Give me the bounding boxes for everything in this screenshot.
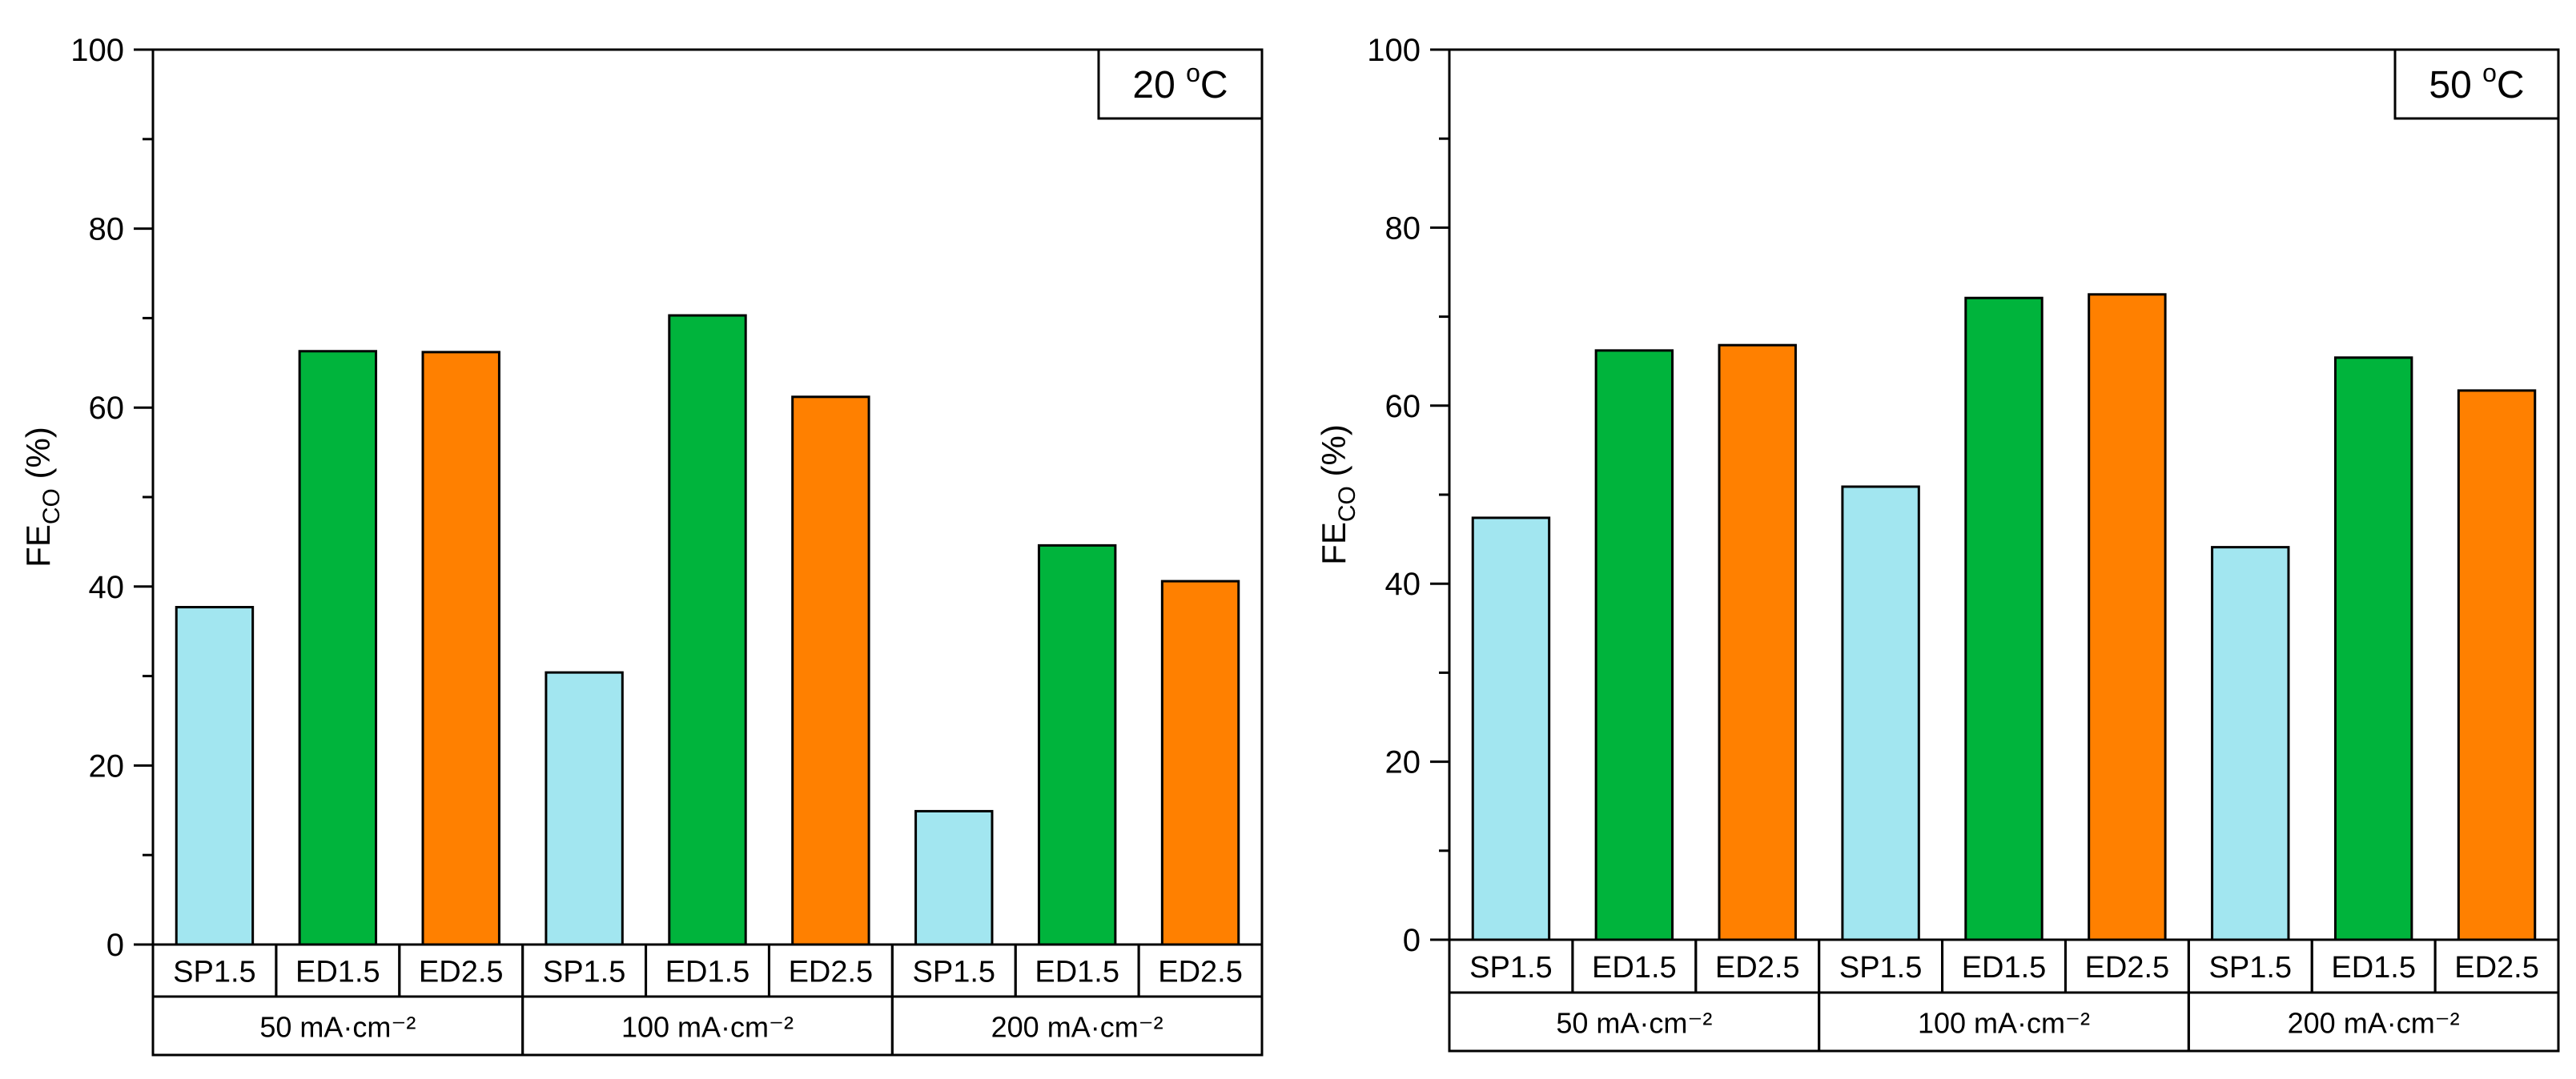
- bar-sp1-5: [1471, 516, 1551, 941]
- temperature-label-box: [1097, 48, 1264, 120]
- bar-sp1-5: [545, 671, 624, 946]
- group-cell: [890, 995, 1264, 1057]
- chart-panel-2: 0 20 40 60 80 100 FECO (%) 50 oC SP1.5 ED1.5 ED2.5…: [1315, 33, 2560, 1053]
- y-axis-label-subscript: CO: [1334, 486, 1360, 522]
- y-axis-label-subscript: CO: [38, 488, 65, 524]
- temperature-label: 20 oC: [1132, 58, 1228, 106]
- y-tick-label: 20: [89, 748, 125, 784]
- group-label: 100 mA·cm⁻²: [1918, 1007, 2090, 1040]
- category-label: ED1.5: [1962, 951, 2047, 985]
- temperature-unit: C: [2497, 64, 2525, 106]
- bar-ed1-5: [1037, 544, 1117, 946]
- group-label: 200 mA·cm⁻²: [2288, 1007, 2460, 1040]
- category-label: SP1.5: [1839, 951, 1923, 985]
- y-axis-label-suffix: (%): [1315, 424, 1352, 486]
- temperature-unit: C: [1200, 64, 1228, 106]
- bar-ed1-5: [2333, 356, 2413, 941]
- degree-sign: o: [2482, 58, 2497, 87]
- group-label: 50 mA·cm⁻²: [259, 1011, 416, 1044]
- category-label: ED2.5: [1715, 951, 1800, 985]
- category-label: SP1.5: [913, 956, 996, 989]
- bar-sp1-5: [1841, 485, 1920, 941]
- y-tick-label: 60: [89, 391, 125, 426]
- category-label: ED2.5: [419, 956, 504, 989]
- bar-ed1-5: [298, 350, 378, 946]
- group-label: 50 mA·cm⁻²: [1556, 1007, 1712, 1040]
- chart-panel-1: 0 20 40 60 80 100 FECO (%) 20 oC SP1.5 ED1.5 ED2.5…: [19, 33, 1264, 1057]
- temperature-value: 50: [2429, 64, 2482, 106]
- category-label: ED1.5: [665, 956, 750, 989]
- y-axis-label-base: FE: [1315, 522, 1352, 565]
- group-cell: [2187, 991, 2560, 1053]
- group-label: 200 mA·cm⁻²: [991, 1011, 1163, 1044]
- category-label: SP1.5: [543, 956, 626, 989]
- bar-ed2-5: [421, 351, 500, 946]
- y-tick-label: 100: [1367, 33, 1421, 68]
- bar-ed1-5: [1594, 349, 1674, 941]
- bar-sp1-5: [2211, 546, 2290, 941]
- category-label: SP1.5: [173, 956, 256, 989]
- bar-ed1-5: [1964, 296, 2044, 941]
- bar-sp1-5: [175, 606, 255, 946]
- category-label: ED2.5: [1158, 956, 1243, 989]
- y-tick-label: 40: [1385, 567, 1421, 602]
- category-label: ED1.5: [1592, 951, 1677, 985]
- bar-ed2-5: [791, 395, 870, 946]
- y-tick-label: 20: [1385, 745, 1421, 780]
- bar-ed2-5: [2457, 389, 2537, 941]
- category-label: ED2.5: [2085, 951, 2170, 985]
- category-label: ED1.5: [295, 956, 380, 989]
- category-label: SP1.5: [2209, 951, 2293, 985]
- bar-ed1-5: [668, 314, 747, 946]
- y-axis-label-suffix: (%): [19, 427, 57, 488]
- y-axis-label-base: FE: [19, 524, 57, 568]
- bar-ed2-5: [2088, 293, 2167, 941]
- y-tick-label: 100: [70, 33, 124, 68]
- group-label: 100 mA·cm⁻²: [621, 1011, 794, 1044]
- y-tick-label: 80: [89, 212, 125, 247]
- y-tick-label: 0: [1403, 923, 1421, 958]
- category-label: ED1.5: [1035, 956, 1119, 989]
- category-label: SP1.5: [1469, 951, 1553, 985]
- y-axis-label: FECO (%): [19, 427, 65, 568]
- temperature-value: 20: [1132, 64, 1186, 106]
- y-tick-label: 60: [1385, 389, 1421, 424]
- bar-sp1-5: [914, 809, 994, 946]
- temperature-label: 50 oC: [2429, 58, 2524, 106]
- category-label: ED2.5: [2454, 951, 2539, 985]
- y-tick-label: 0: [106, 928, 124, 963]
- y-tick-label: 40: [89, 570, 125, 605]
- y-tick-label: 80: [1385, 211, 1421, 246]
- category-label: ED1.5: [2331, 951, 2416, 985]
- degree-sign: o: [1186, 58, 1200, 87]
- category-label: ED2.5: [789, 956, 874, 989]
- bar-ed2-5: [1160, 580, 1240, 946]
- bar-ed2-5: [1718, 343, 1797, 941]
- temperature-label-box: [2393, 48, 2560, 120]
- y-axis-label: FECO (%): [1315, 424, 1360, 565]
